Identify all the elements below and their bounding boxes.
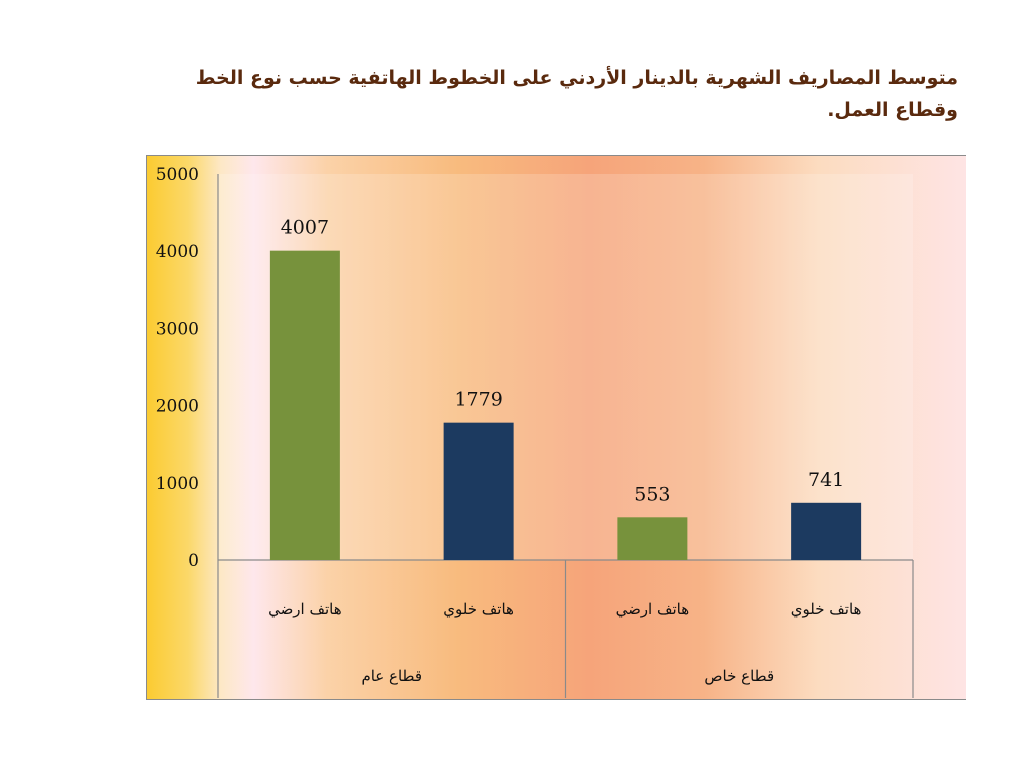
bar [269,250,340,560]
group-label: قطاع خاص [704,667,774,685]
data-label: 553 [634,483,670,505]
x-tick-label: هاتف ارضي [616,600,690,618]
y-tick-label: 2000 [156,397,199,417]
y-tick-label: 5000 [156,165,199,185]
bar [791,502,862,560]
chart-title: متوسط المصاريف الشهرية بالدينار الأردني … [195,67,958,121]
data-label: 741 [808,469,844,491]
y-tick-label: 3000 [156,319,199,339]
data-label: 4007 [281,217,329,239]
x-tick-label: هاتف خلوي [791,600,862,618]
bar [443,422,514,560]
x-tick-label: هاتف خلوي [443,600,514,618]
y-tick-label: 0 [188,551,199,571]
bar [617,517,688,560]
data-label: 1779 [454,389,502,411]
y-tick-label: 4000 [156,242,199,262]
group-label: قطاع عام [361,667,422,685]
x-tick-label: هاتف ارضي [268,600,342,618]
y-tick-label: 1000 [156,474,199,494]
